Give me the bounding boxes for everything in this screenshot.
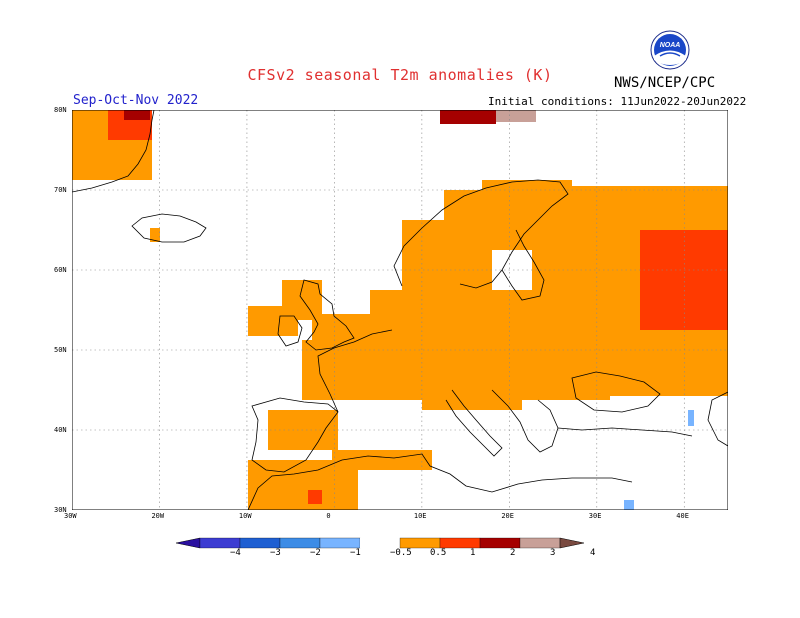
anomaly-block xyxy=(268,410,338,450)
colorbar-tick-label: 0.5 xyxy=(430,548,447,558)
coast-balkans xyxy=(491,389,559,453)
colorbar-bin xyxy=(479,537,521,549)
initial-conditions-label: Initial conditions: 11Jun2022-20Jun2022 xyxy=(488,95,747,108)
colorbar-tick-label: 4 xyxy=(590,548,596,558)
colorbar-bin xyxy=(399,537,441,549)
colorbar-bin xyxy=(239,537,281,549)
colorbar-bin xyxy=(360,538,400,548)
colorbar-triangle-low xyxy=(175,537,201,549)
colorbar-tick-label: −1 xyxy=(350,548,361,558)
lon-label: 0 xyxy=(326,512,331,520)
coast-iceland xyxy=(131,213,207,243)
anomaly-block xyxy=(302,340,392,400)
colorbar-bin xyxy=(439,537,481,549)
coast-italy xyxy=(445,389,503,457)
colorbar-tick-label: 1 xyxy=(470,548,476,558)
agency-label: NWS/NCEP/CPC xyxy=(614,75,716,91)
anomaly-block xyxy=(440,110,496,124)
anomaly-block xyxy=(308,490,322,504)
anomaly-shading-layer xyxy=(72,110,728,510)
lon-label: 10E xyxy=(413,512,427,520)
chart-title: CFSv2 seasonal T2m anomalies (K) xyxy=(247,66,553,84)
graticule xyxy=(72,110,728,510)
coastlines xyxy=(72,110,728,510)
colorbar-bin xyxy=(279,537,321,549)
coast-greenland xyxy=(72,110,155,193)
coast-britain xyxy=(299,279,355,351)
lon-label: 30E xyxy=(588,512,602,520)
coast-baltic xyxy=(501,229,545,301)
lat-label: 70N xyxy=(54,186,67,194)
colorbar-bin xyxy=(199,537,241,549)
coast-france xyxy=(317,329,393,413)
lon-label: 10W xyxy=(238,512,252,520)
lat-label: 30N xyxy=(54,506,67,514)
coast-iberia xyxy=(251,397,339,473)
colorbar-tick-label: −4 xyxy=(230,548,241,558)
anomaly-block xyxy=(150,228,160,242)
anomaly-block xyxy=(282,280,322,320)
lat-label: 40N xyxy=(54,426,67,434)
lon-label: 30W xyxy=(64,512,77,520)
coast-black-sea xyxy=(571,371,661,413)
lat-label: 50N xyxy=(54,346,67,354)
season-label: Sep-Oct-Nov 2022 xyxy=(73,93,199,108)
anomaly-block xyxy=(332,450,432,470)
colorbar-bin xyxy=(519,537,561,549)
coast-turkey xyxy=(557,427,693,437)
anomaly-map xyxy=(72,110,728,510)
lon-label: 20W xyxy=(151,512,165,520)
lat-label: 80N xyxy=(54,106,67,114)
lat-label: 60N xyxy=(54,266,67,274)
colorbar xyxy=(175,537,585,549)
logo-text: NOAA xyxy=(660,42,681,49)
colorbar-tick-label: −3 xyxy=(270,548,281,558)
colorbar-tick-label: 2 xyxy=(510,548,516,558)
colorbar-tick-label: −0.5 xyxy=(390,548,412,558)
coast-caspian xyxy=(707,391,728,447)
coast-ireland xyxy=(277,315,303,347)
colorbar-tick-label: −2 xyxy=(310,548,321,558)
anomaly-block xyxy=(688,410,694,426)
colorbar-bin xyxy=(319,537,361,549)
coast-north-africa xyxy=(247,453,633,510)
anomaly-block xyxy=(624,500,634,510)
lon-label: 40E xyxy=(676,512,689,520)
anomaly-block xyxy=(124,110,150,120)
anomaly-block xyxy=(422,380,522,410)
colorbar-tick-label: 3 xyxy=(550,548,556,558)
lon-label: 20E xyxy=(501,512,514,520)
anomaly-block xyxy=(496,110,536,122)
noaa-logo: NOAA xyxy=(650,30,690,70)
colorbar-triangle-high xyxy=(559,537,585,549)
